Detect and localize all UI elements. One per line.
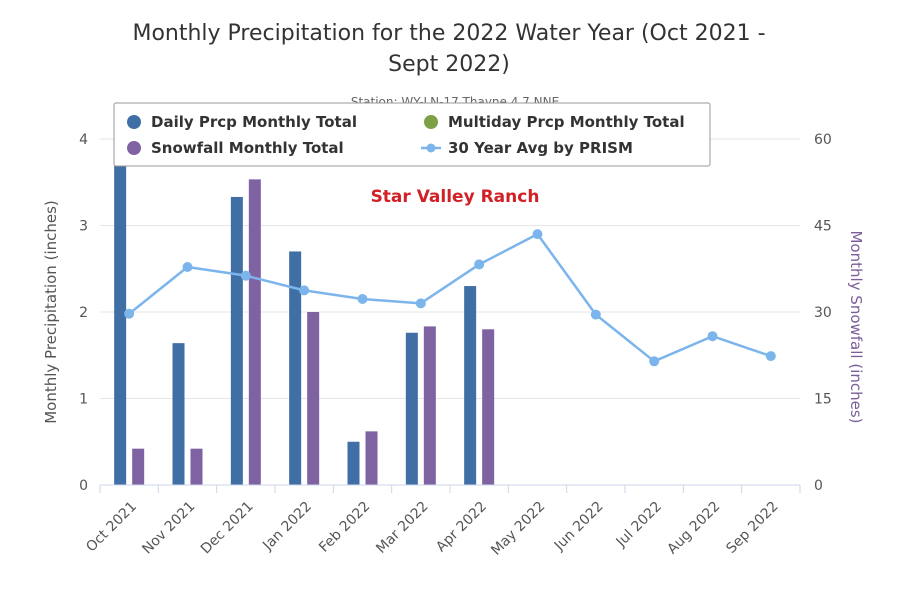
snowfall-bar[interactable] [190, 448, 203, 485]
legend-item[interactable]: Daily Prcp Monthly Total [127, 113, 357, 131]
average-point[interactable] [474, 259, 485, 270]
y-left-tick-label: 0 [79, 478, 88, 494]
snowfall-bar[interactable] [248, 179, 261, 485]
average-point[interactable] [649, 356, 660, 367]
bars [114, 113, 495, 486]
y-right-tick-label: 45 [814, 219, 832, 235]
legend-item[interactable]: Multiday Prcp Monthly Total [424, 113, 685, 131]
y-left-axis-title: Monthly Precipitation (inches) [42, 200, 60, 424]
x-tick-label: Aug 2022 [664, 499, 723, 558]
x-tick-label: Feb 2022 [316, 499, 373, 556]
precip-bar[interactable] [230, 196, 243, 485]
average-line [124, 229, 776, 367]
legend-marker-icon [127, 141, 141, 155]
average-point[interactable] [590, 309, 601, 320]
legend-item[interactable]: Snowfall Monthly Total [127, 139, 344, 157]
average-point[interactable] [357, 294, 368, 305]
x-tick-label: Apr 2022 [433, 499, 490, 556]
precip-bar[interactable] [464, 286, 477, 485]
legend-label: Multiday Prcp Monthly Total [448, 113, 685, 131]
x-tick-label: Jun 2022 [551, 499, 607, 555]
y-left-tick-label: 3 [79, 219, 88, 235]
chart-title-line: Monthly Precipitation for the 2022 Water… [132, 21, 765, 46]
y-left-tick-label: 4 [79, 132, 88, 148]
y-right-tick-label: 15 [814, 392, 832, 408]
average-point[interactable] [299, 285, 310, 296]
legend-marker-icon [127, 115, 141, 129]
y-right-tick-label: 30 [814, 305, 832, 321]
snowfall-bar[interactable] [482, 329, 495, 485]
chart-title: Monthly Precipitation for the 2022 Water… [132, 21, 765, 77]
legend-item[interactable]: 30 Year Avg by PRISM [421, 139, 633, 157]
precip-bar[interactable] [405, 332, 418, 485]
y-right-tick-label: 60 [814, 132, 832, 148]
legend-marker-icon [424, 115, 438, 129]
precip-bar[interactable] [289, 251, 302, 485]
legend-label: Daily Prcp Monthly Total [151, 113, 357, 131]
snowfall-bar[interactable] [307, 312, 320, 485]
average-point[interactable] [240, 270, 251, 281]
y-right-tick-label: 0 [814, 478, 823, 494]
average-point[interactable] [182, 262, 193, 273]
x-tick-label: Dec 2021 [198, 499, 257, 558]
precip-bar[interactable] [172, 343, 185, 485]
average-point[interactable] [124, 308, 135, 319]
legend-box [113, 102, 711, 167]
x-tick-label: Sep 2022 [723, 499, 781, 557]
x-tick-label: Oct 2021 [83, 499, 140, 556]
legend-marker-icon [426, 143, 436, 153]
x-tick-label: May 2022 [488, 499, 548, 559]
x-tick-label: Jan 2022 [259, 499, 315, 555]
y-right-axis-title: Monthly Snowfall (inches) [847, 230, 865, 423]
average-point[interactable] [765, 351, 776, 362]
snowfall-bar[interactable] [365, 431, 378, 485]
y-left-tick-label: 1 [79, 392, 88, 408]
precip-bar[interactable] [347, 441, 360, 485]
x-tick-label: Jul 2022 [613, 499, 665, 551]
legend-label: Snowfall Monthly Total [151, 139, 344, 157]
snowfall-bar[interactable] [132, 448, 145, 485]
y-left-tick-label: 2 [79, 305, 88, 321]
average-point[interactable] [707, 331, 718, 342]
x-tick-label: Nov 2021 [139, 499, 198, 558]
x-tick-label: Mar 2022 [373, 499, 431, 557]
average-line-path [128, 232, 772, 363]
average-point[interactable] [415, 298, 426, 309]
chart-title-line: Sept 2022) [388, 52, 510, 77]
snowfall-bar[interactable] [423, 326, 436, 485]
legend-label: 30 Year Avg by PRISM [448, 139, 633, 157]
average-point[interactable] [532, 229, 543, 240]
precip-bar[interactable] [114, 113, 127, 486]
annotation-label: Star Valley Ranch [371, 187, 540, 207]
legend[interactable]: Daily Prcp Monthly Total Multiday Prcp Mo… [113, 102, 711, 167]
